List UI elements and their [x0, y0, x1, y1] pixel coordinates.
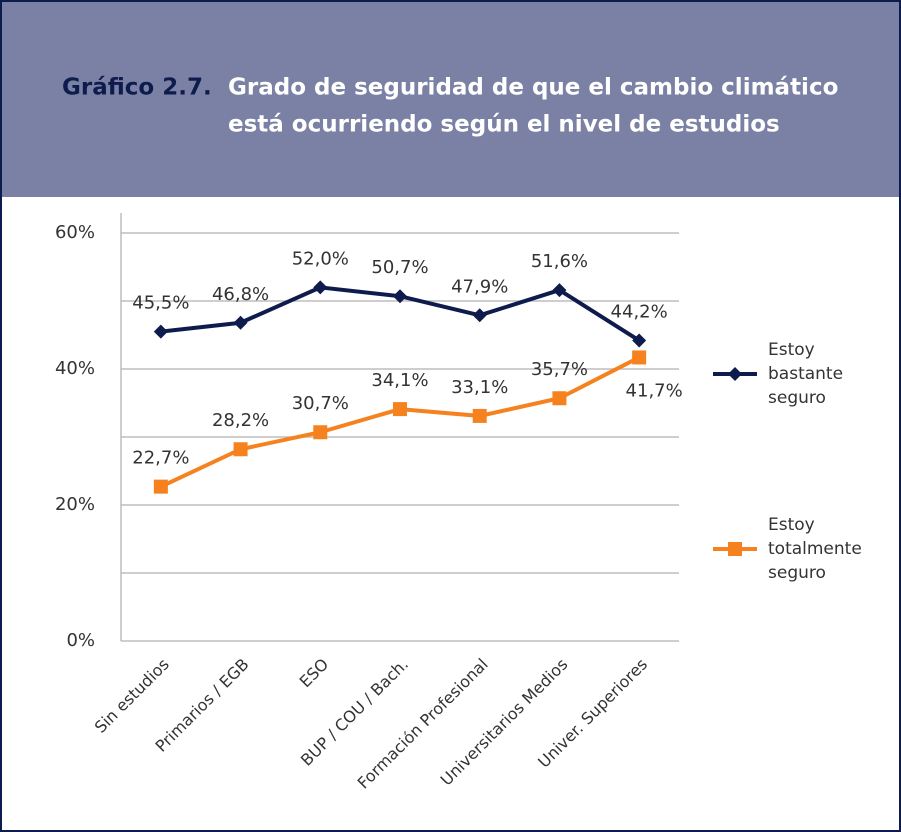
marker [552, 283, 567, 298]
header-band [1, 1, 900, 197]
value-label: 35,7% [531, 359, 588, 380]
y-tick-label: 40% [55, 358, 95, 379]
value-label: 41,7% [626, 380, 683, 401]
chart-title-label: Gráfico 2.7. [62, 75, 212, 101]
marker [632, 350, 647, 365]
marker [728, 542, 742, 556]
legend-label: Estoy bastante seguro [768, 340, 848, 408]
marker [472, 408, 487, 423]
marker [552, 391, 567, 406]
marker [472, 308, 487, 323]
value-label: 46,8% [212, 284, 269, 305]
legend-line-text: Estoy [768, 515, 820, 535]
chart-title: está ocurriendo según el nivel de estudi… [228, 112, 780, 138]
legend-line-text: totalmente [768, 539, 867, 559]
marker [233, 442, 248, 457]
value-label: 22,7% [132, 448, 189, 469]
value-label: 51,6% [531, 251, 588, 272]
chart-title: Grado de seguridad de que el cambio clim… [228, 75, 838, 101]
legend-label: Estoy totalmente seguro [768, 515, 867, 583]
marker [153, 324, 168, 339]
marker [393, 402, 407, 417]
value-label: 28,2% [212, 410, 269, 431]
value-label: 52,0% [292, 248, 349, 269]
value-label: 33,1% [451, 377, 508, 398]
value-label: 34,1% [371, 370, 428, 391]
y-tick-label: 60% [55, 222, 95, 243]
marker [233, 315, 248, 330]
value-label: 50,7% [371, 257, 428, 278]
legend-line-text: bastante [768, 364, 848, 384]
marker [632, 333, 647, 348]
value-label: 30,7% [292, 393, 349, 414]
legend-line-text: seguro [768, 563, 826, 583]
marker [313, 425, 328, 440]
marker [728, 367, 742, 381]
marker [313, 280, 328, 295]
y-tick-label: 0% [66, 630, 95, 651]
value-label: 45,5% [132, 293, 189, 314]
marker [153, 479, 168, 494]
y-tick-label: 20% [55, 494, 95, 515]
legend-line-text: seguro [768, 388, 826, 408]
marker [393, 289, 407, 304]
value-label: 47,9% [451, 276, 508, 297]
value-label: 44,2% [611, 301, 668, 322]
legend-line-text: Estoy [768, 340, 820, 360]
